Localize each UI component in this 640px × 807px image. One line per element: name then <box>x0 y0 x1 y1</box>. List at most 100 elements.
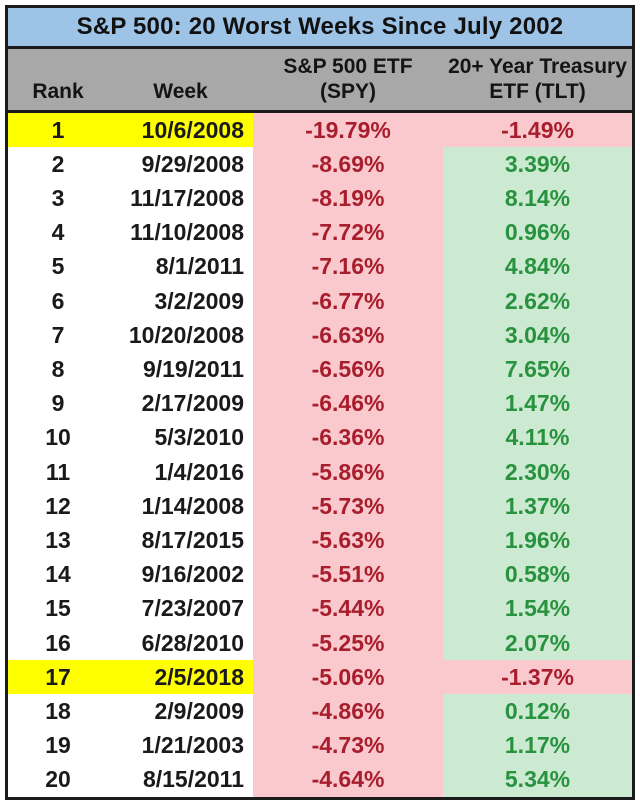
tlt-return-cell: 2.62% <box>443 284 632 319</box>
rank-header-label: Rank <box>32 80 84 104</box>
tlt-return-cell: 2.30% <box>443 455 632 490</box>
week-cell: 8/15/2011 <box>142 766 244 793</box>
table-row: 19 1/21/2003 -4.73% 1.17% <box>8 728 632 763</box>
rank-cell: 2 <box>51 150 65 177</box>
spy-return-cell: -5.06% <box>253 660 443 695</box>
table-header: Rank Week S&P 500 ETF (SPY) 20+ Year Tre… <box>8 49 632 113</box>
table-row: 3 11/17/2008 -8.19% 8.14% <box>8 181 632 216</box>
column-header-week: Week <box>108 49 253 110</box>
tlt-return-cell: 1.54% <box>443 591 632 627</box>
tlt-return-cell: 5.34% <box>443 762 632 798</box>
spy-return-cell: -5.25% <box>253 626 443 661</box>
table-row: 11 1/4/2016 -5.86% 2.30% <box>8 455 632 490</box>
spy-return-cell: -5.44% <box>253 591 443 627</box>
column-header-rank: Rank <box>8 49 108 110</box>
rank-cell: 12 <box>45 492 71 519</box>
tlt-return-cell: 0.96% <box>443 215 632 250</box>
week-cell: 5/3/2010 <box>154 424 244 451</box>
rank-cell: 18 <box>45 698 71 725</box>
rank-cell: 1 <box>8 113 108 148</box>
tlt-return-cell: 1.37% <box>443 489 632 524</box>
rank-cell: 4 <box>51 219 65 246</box>
tlt-header-line2: ETF (TLT) <box>489 80 586 104</box>
rank-cell: 8 <box>51 356 65 383</box>
tlt-header-line1: 20+ Year Treasury <box>448 54 627 78</box>
rank-cell: 9 <box>51 390 65 417</box>
week-cell: 8/1/2011 <box>155 253 244 280</box>
table-row: 2 9/29/2008 -8.69% 3.39% <box>8 147 632 182</box>
spy-return-cell: -6.63% <box>253 318 443 353</box>
rank-cell: 6 <box>51 287 65 314</box>
rank-cell: 16 <box>45 629 71 656</box>
worst-weeks-table: S&P 500: 20 Worst Weeks Since July 2002 … <box>5 5 635 800</box>
table-row: 1 10/6/2008 -19.79% -1.49% <box>8 113 632 148</box>
week-cell: 2/17/2009 <box>141 390 244 417</box>
spy-return-cell: -5.63% <box>253 523 443 558</box>
week-cell: 6/28/2010 <box>141 629 244 656</box>
table-row: 8 9/19/2011 -6.56% 7.65% <box>8 352 632 387</box>
spy-return-cell: -5.51% <box>253 557 443 592</box>
table-row: 7 10/20/2008 -6.63% 3.04% <box>8 318 632 353</box>
table-row: 17 2/5/2018 -5.06% -1.37% <box>8 660 632 695</box>
column-header-spy: S&P 500 ETF (SPY) <box>253 49 443 110</box>
tlt-return-cell: 1.17% <box>443 728 632 763</box>
rank-cell: 7 <box>51 321 65 348</box>
spy-return-cell: -5.86% <box>253 455 443 490</box>
spy-return-cell: -6.46% <box>253 386 443 421</box>
spy-return-cell: -8.69% <box>253 147 443 182</box>
week-cell: 9/19/2011 <box>142 356 244 383</box>
rank-cell: 13 <box>45 527 71 554</box>
week-cell: 10/6/2008 <box>108 113 253 148</box>
table-row: 20 8/15/2011 -4.64% 5.34% <box>8 762 632 798</box>
tlt-return-cell: 1.47% <box>443 386 632 421</box>
spy-return-cell: -19.79% <box>253 113 443 148</box>
table-row: 15 7/23/2007 -5.44% 1.54% <box>8 591 632 627</box>
week-cell: 9/16/2002 <box>141 561 244 588</box>
rank-cell: 11 <box>45 458 71 485</box>
week-cell: 2/5/2018 <box>108 660 253 695</box>
table-row: 5 8/1/2011 -7.16% 4.84% <box>8 249 632 285</box>
rank-cell: 19 <box>45 732 71 759</box>
spy-return-cell: -4.64% <box>253 762 443 798</box>
tlt-return-cell: 7.65% <box>443 352 632 387</box>
spy-header-line2: (SPY) <box>319 80 376 104</box>
table-row: 10 5/3/2010 -6.36% 4.11% <box>8 420 632 456</box>
column-header-tlt: 20+ Year Treasury ETF (TLT) <box>443 49 632 110</box>
table-body: 1 10/6/2008 -19.79% -1.49% 2 9/29/2008 -8.69% 3… <box>8 113 632 798</box>
week-cell: 7/23/2007 <box>141 595 244 622</box>
spy-return-cell: -7.16% <box>253 249 443 285</box>
rank-cell: 10 <box>45 424 71 451</box>
week-cell: 11/10/2008 <box>130 219 244 246</box>
week-cell: 8/17/2015 <box>141 527 244 554</box>
table-row: 6 3/2/2009 -6.77% 2.62% <box>8 284 632 319</box>
spy-return-cell: -7.72% <box>253 215 443 250</box>
tlt-return-cell: 0.12% <box>443 694 632 729</box>
tlt-return-cell: 4.84% <box>443 249 632 285</box>
spy-return-cell: -6.77% <box>253 284 443 319</box>
tlt-return-cell: 4.11% <box>443 420 632 456</box>
table-row: 9 2/17/2009 -6.46% 1.47% <box>8 386 632 421</box>
tlt-return-cell: 1.96% <box>443 523 632 558</box>
tlt-return-cell: -1.37% <box>443 660 632 695</box>
rank-cell: 15 <box>45 595 71 622</box>
spy-return-cell: -6.36% <box>253 420 443 456</box>
table-row: 14 9/16/2002 -5.51% 0.58% <box>8 557 632 592</box>
week-cell: 2/9/2009 <box>154 698 244 725</box>
table-title: S&P 500: 20 Worst Weeks Since July 2002 <box>8 8 632 49</box>
tlt-return-cell: -1.49% <box>443 113 632 148</box>
spy-return-cell: -6.56% <box>253 352 443 387</box>
week-cell: 1/4/2016 <box>154 458 244 485</box>
tlt-return-cell: 3.04% <box>443 318 632 353</box>
table-row: 18 2/9/2009 -4.86% 0.12% <box>8 694 632 729</box>
rank-cell: 5 <box>51 253 65 280</box>
spy-return-cell: -5.73% <box>253 489 443 524</box>
table-row: 16 6/28/2010 -5.25% 2.07% <box>8 626 632 661</box>
spy-header-line1: S&P 500 ETF <box>283 54 413 78</box>
spy-return-cell: -4.86% <box>253 694 443 729</box>
week-cell: 1/21/2003 <box>141 732 244 759</box>
rank-cell: 20 <box>45 766 71 793</box>
tlt-return-cell: 2.07% <box>443 626 632 661</box>
week-header-label: Week <box>153 80 208 104</box>
table-row: 4 11/10/2008 -7.72% 0.96% <box>8 215 632 250</box>
table-row: 12 1/14/2008 -5.73% 1.37% <box>8 489 632 524</box>
